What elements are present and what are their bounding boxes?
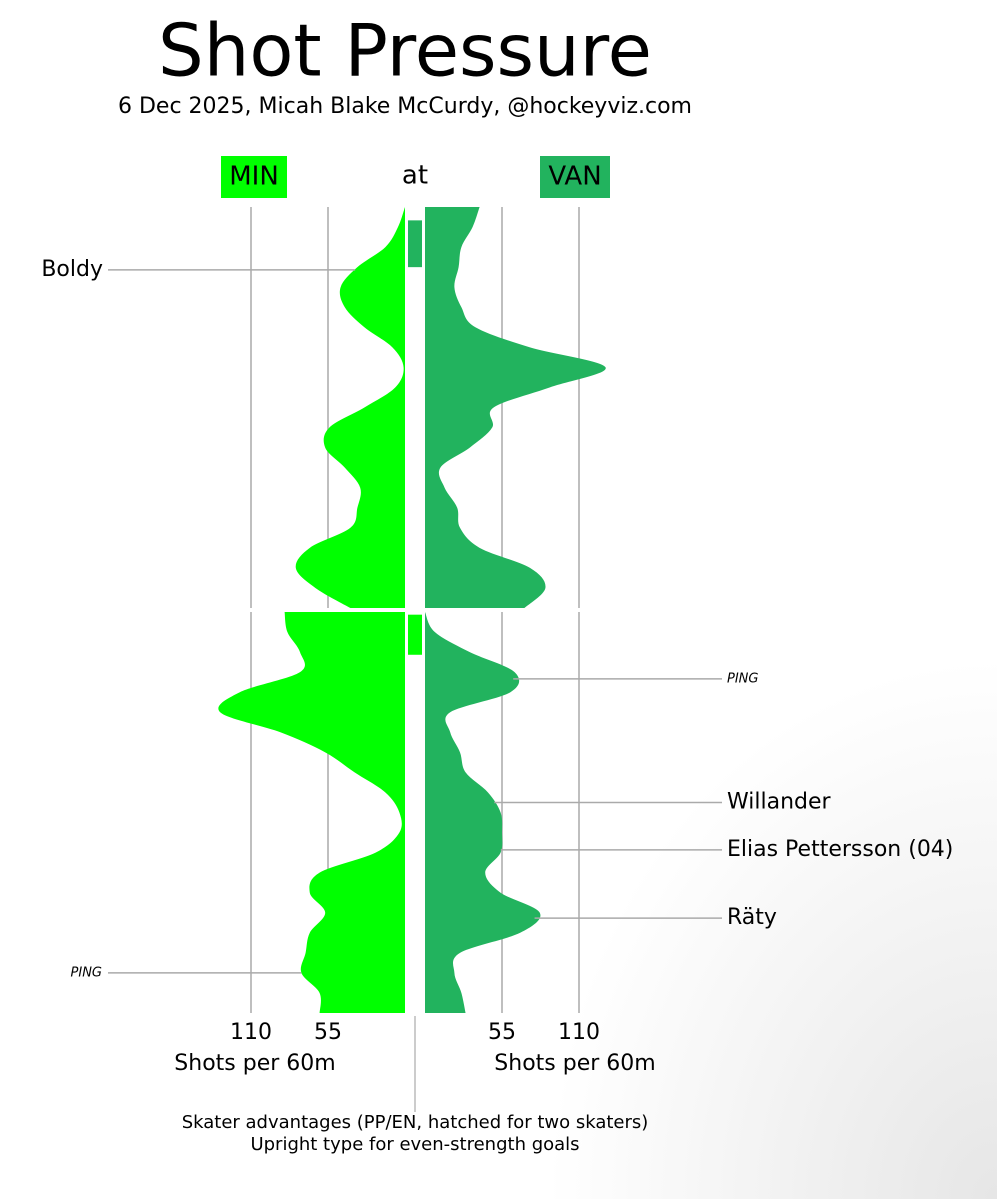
footnote: Skater advantages (PP/EN, hatched for tw… bbox=[182, 1112, 649, 1133]
x-tick-label: 110 bbox=[558, 1020, 600, 1045]
goal-label: PING bbox=[71, 965, 102, 980]
x-tick-label: 55 bbox=[488, 1020, 516, 1045]
chart-title: Shot Pressure bbox=[158, 9, 652, 93]
goal-label: PING bbox=[727, 671, 758, 686]
footnote: Upright type for even-strength goals bbox=[250, 1134, 579, 1155]
x-axis-label: Shots per 60m bbox=[174, 1051, 335, 1076]
shot-area bbox=[295, 207, 405, 608]
team-name: VAN bbox=[548, 162, 601, 192]
team-badge bbox=[221, 156, 287, 198]
chart-subtitle: 6 Dec 2025, Micah Blake McCurdy, @hockey… bbox=[118, 94, 692, 119]
goal-label: Willander bbox=[727, 789, 832, 814]
x-tick-label: 55 bbox=[314, 1020, 342, 1045]
shot-area bbox=[425, 612, 541, 1013]
x-tick-label: 110 bbox=[230, 1020, 272, 1045]
skater-advantage bbox=[408, 614, 422, 655]
connector: at bbox=[402, 161, 428, 191]
team-badge bbox=[540, 156, 610, 198]
x-axis-label: Shots per 60m bbox=[494, 1051, 655, 1076]
shot-area bbox=[218, 612, 405, 1013]
shot-area bbox=[425, 207, 606, 608]
team-name: MIN bbox=[229, 162, 279, 192]
goal-label: Räty bbox=[727, 905, 777, 930]
skater-advantage bbox=[408, 220, 422, 268]
goal-label: Boldy bbox=[41, 257, 103, 282]
goal-label: Elias Pettersson (04) bbox=[727, 837, 953, 862]
